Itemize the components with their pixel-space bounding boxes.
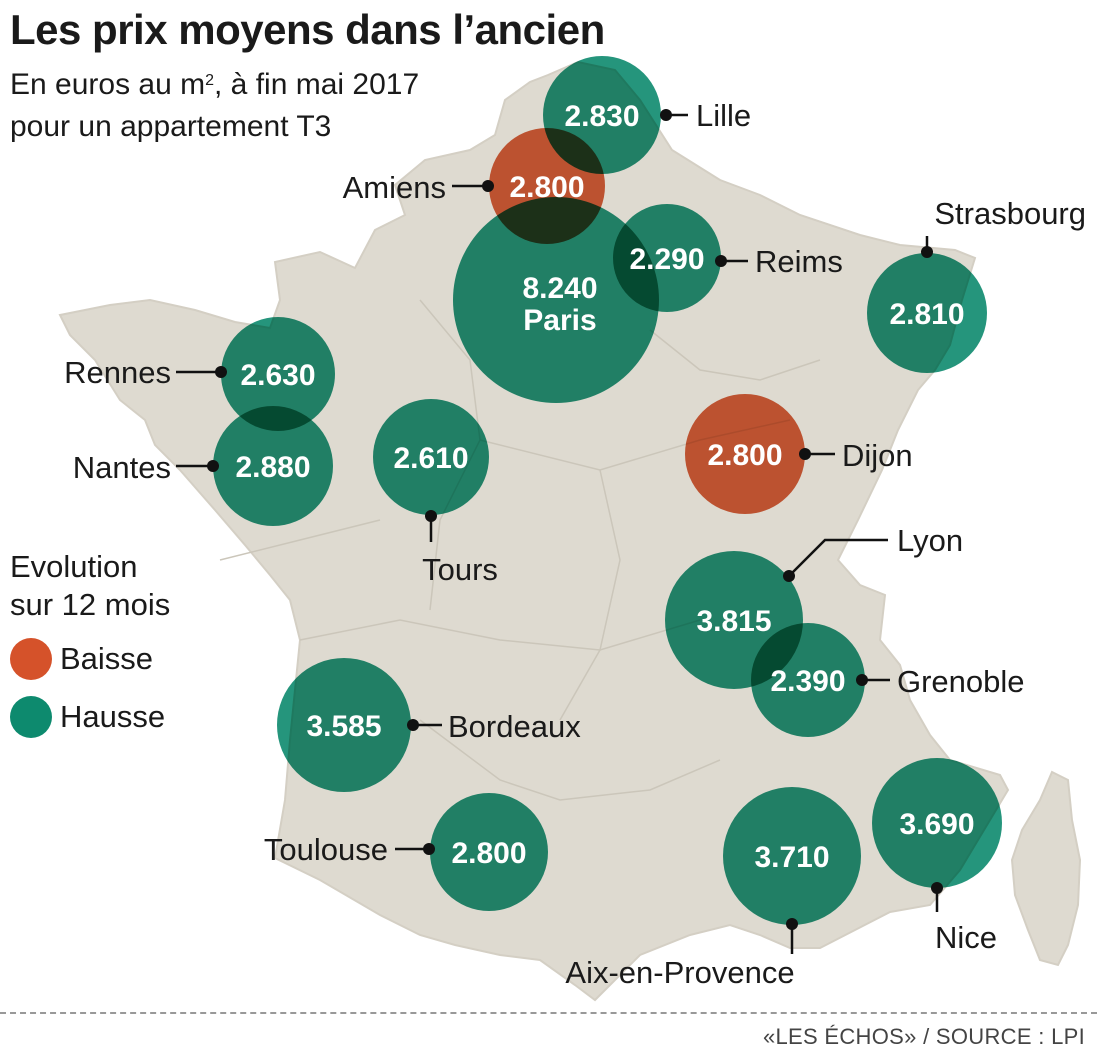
city-label-dijon: Dijon	[842, 438, 913, 473]
bubble-toulouse	[430, 793, 548, 911]
leader-dot-lyon	[783, 570, 795, 582]
corsica-shape	[1010, 770, 1082, 967]
price-lyon: 3.815	[696, 605, 771, 638]
leader-dot-dijon	[799, 448, 811, 460]
subtitle: En euros au m2, à fin mai 2017 pour un a…	[10, 64, 419, 148]
bubble-amiens	[489, 128, 605, 244]
page-title: Les prix moyens dans l’ancien	[10, 6, 605, 53]
leader-dot-toulouse	[423, 843, 435, 855]
city-label-toulouse: Toulouse	[264, 832, 388, 867]
legend-hausse-label: Hausse	[60, 699, 166, 734]
footer-divider	[0, 1012, 1097, 1014]
price-nice: 3.690	[899, 808, 974, 841]
leader-dot-nice	[931, 882, 943, 894]
price-tours: 2.610	[393, 442, 468, 475]
bubble-paris	[453, 197, 659, 403]
city-label-tours: Tours	[422, 552, 498, 587]
price-bordeaux: 3.585	[306, 710, 381, 743]
subtitle-superscript: 2	[205, 72, 215, 89]
leader-dot-grenoble	[856, 674, 868, 686]
price-nantes: 2.880	[235, 451, 310, 484]
legend: Evolution sur 12 mois Baisse Hausse	[10, 548, 170, 746]
legend-baisse-label: Baisse	[60, 641, 154, 676]
bubble-nice	[872, 758, 1002, 888]
subtitle-line-2: pour un appartement T3	[10, 110, 332, 143]
legend-item-baisse: Baisse	[10, 630, 170, 688]
price-aix: 3.710	[754, 841, 829, 874]
leader-dot-strasbourg	[921, 246, 933, 258]
leader-dot-reims	[715, 255, 727, 267]
subtitle-suffix: , à fin mai 2017	[214, 68, 420, 101]
source-credit: «LES ÉCHOS» / SOURCE : LPI	[762, 1024, 1085, 1049]
bubble-dijon	[685, 394, 805, 514]
price-strasbourg: 2.810	[889, 298, 964, 331]
price-grenoble: 2.390	[770, 665, 845, 698]
price-paris: 8.240	[522, 272, 597, 305]
leader-dot-rennes	[215, 366, 227, 378]
city-label-reims: Reims	[755, 244, 843, 279]
bubble-grenoble	[751, 623, 865, 737]
leader-dot-lille	[660, 109, 672, 121]
price-lille: 2.830	[564, 100, 639, 133]
price-toulouse: 2.800	[451, 837, 526, 870]
leader-dot-tours	[425, 510, 437, 522]
city-label-strasbourg: Strasbourg	[934, 196, 1086, 231]
bubble-rennes	[221, 317, 335, 431]
bubble-reims	[613, 204, 721, 312]
city-label-amiens: Amiens	[343, 170, 446, 205]
legend-title-line-1: Evolution	[10, 549, 138, 584]
city-label-lille: Lille	[696, 98, 751, 133]
leader-line-lyon	[788, 538, 888, 577]
city-label-nice: Nice	[935, 920, 997, 955]
leader-dot-amiens	[482, 180, 494, 192]
subtitle-prefix: En euros au m	[10, 68, 206, 101]
price-dijon: 2.800	[707, 439, 782, 472]
bubble-nantes	[213, 406, 333, 526]
city-label-rennes: Rennes	[64, 355, 171, 390]
city-label-nantes: Nantes	[73, 450, 171, 485]
bubble-aix	[723, 787, 861, 925]
bubble-bordeaux	[277, 658, 411, 792]
price-rennes: 2.630	[240, 359, 315, 392]
bubble-tours	[373, 399, 489, 515]
city-label-lyon: Lyon	[897, 523, 963, 558]
legend-item-hausse: Hausse	[10, 688, 170, 746]
price-amiens: 2.800	[509, 171, 584, 204]
bubble-strasbourg	[867, 253, 987, 373]
subtitle-line-1: En euros au m2, à fin mai 2017	[10, 64, 419, 106]
city-label-bordeaux: Bordeaux	[448, 709, 581, 744]
legend-baisse-swatch	[10, 638, 52, 680]
legend-title-line-2: sur 12 mois	[10, 587, 171, 622]
leader-dot-bordeaux	[407, 719, 419, 731]
leader-dot-nantes	[207, 460, 219, 472]
city-label-aix: Aix-en-Provence	[565, 955, 794, 990]
leader-dot-aix	[786, 918, 798, 930]
city-label-paris: Paris	[523, 304, 596, 337]
legend-hausse-swatch	[10, 696, 52, 738]
city-label-grenoble: Grenoble	[897, 664, 1025, 699]
price-reims: 2.290	[629, 243, 704, 276]
